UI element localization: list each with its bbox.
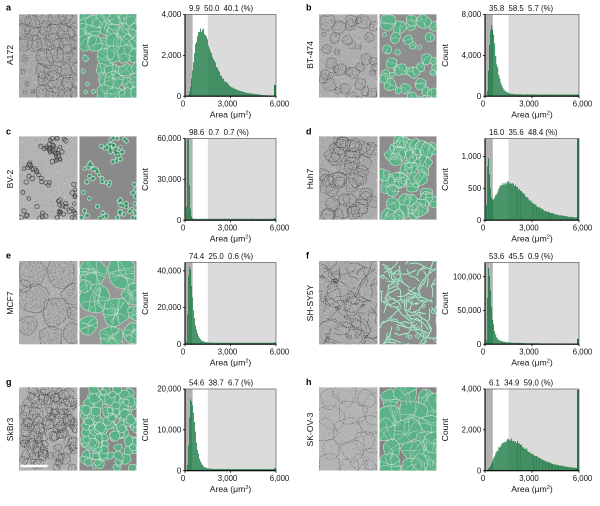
svg-text:0: 0 — [177, 216, 182, 225]
svg-text:d: d — [306, 127, 312, 137]
svg-text:0: 0 — [181, 100, 186, 109]
svg-text:MCF7: MCF7 — [5, 291, 15, 315]
svg-text:0: 0 — [481, 348, 486, 357]
svg-text:74.4 25.0 0.6 (%): 74.4 25.0 0.6 (%) — [189, 252, 254, 261]
svg-text:Area (μm2): Area (μm2) — [210, 484, 252, 494]
svg-text:4,000: 4,000 — [462, 385, 482, 394]
svg-text:3,000: 3,000 — [519, 474, 539, 483]
svg-text:6,000: 6,000 — [573, 474, 593, 483]
svg-text:0: 0 — [481, 224, 486, 233]
svg-text:6,000: 6,000 — [573, 348, 593, 357]
svg-text:10,000: 10,000 — [157, 426, 182, 435]
svg-text:SH-SY5Y: SH-SY5Y — [305, 284, 315, 321]
svg-text:2,000: 2,000 — [162, 51, 182, 60]
svg-text:Area (μm2): Area (μm2) — [210, 110, 252, 120]
svg-text:98.6 0.7 0.7 (%): 98.6 0.7 0.7 (%) — [189, 128, 249, 137]
svg-text:0: 0 — [177, 92, 182, 101]
svg-text:6,000: 6,000 — [270, 348, 290, 357]
svg-text:Count: Count — [140, 418, 150, 442]
svg-text:0: 0 — [181, 474, 186, 483]
svg-text:6,000: 6,000 — [270, 224, 290, 233]
svg-text:SkBr3: SkBr3 — [5, 418, 15, 442]
svg-text:Area (μm2): Area (μm2) — [511, 358, 553, 368]
svg-text:Count: Count — [140, 43, 150, 67]
svg-text:54.6 38.7 6.7 (%): 54.6 38.7 6.7 (%) — [189, 379, 254, 388]
svg-text:50,000: 50,000 — [457, 306, 482, 315]
svg-text:Huh7: Huh7 — [305, 169, 315, 190]
svg-text:c: c — [6, 127, 11, 137]
svg-text:3,000: 3,000 — [519, 348, 539, 357]
svg-text:0: 0 — [481, 474, 486, 483]
svg-text:3,000: 3,000 — [519, 100, 539, 109]
svg-text:A172: A172 — [5, 45, 15, 65]
svg-text:0: 0 — [481, 100, 486, 109]
svg-text:6.1 34.9 59.0 (%): 6.1 34.9 59.0 (%) — [489, 379, 554, 388]
svg-text:b: b — [306, 3, 312, 13]
svg-text:Count: Count — [440, 291, 450, 315]
svg-text:20,000: 20,000 — [157, 385, 182, 394]
svg-text:2,000: 2,000 — [462, 426, 482, 435]
svg-text:0: 0 — [477, 216, 482, 225]
svg-text:20,000: 20,000 — [157, 303, 182, 312]
svg-text:0: 0 — [177, 340, 182, 349]
svg-text:53.6 45.5 0.9 (%): 53.6 45.5 0.9 (%) — [489, 252, 554, 261]
svg-text:Count: Count — [440, 167, 450, 191]
svg-text:4,000: 4,000 — [162, 10, 182, 19]
svg-text:Area (μm2): Area (μm2) — [210, 358, 252, 368]
svg-text:35.8 58.5 5.7 (%): 35.8 58.5 5.7 (%) — [489, 4, 554, 13]
svg-text:BV-2: BV-2 — [5, 169, 15, 188]
svg-text:6,000: 6,000 — [270, 100, 290, 109]
svg-text:Area (μm2): Area (μm2) — [511, 110, 553, 120]
svg-text:3,000: 3,000 — [218, 474, 238, 483]
svg-text:0: 0 — [181, 224, 186, 233]
svg-text:500: 500 — [468, 184, 482, 193]
svg-text:h: h — [306, 377, 312, 387]
svg-text:3,000: 3,000 — [218, 348, 238, 357]
svg-text:Area (μm2): Area (μm2) — [210, 234, 252, 244]
svg-text:Count: Count — [140, 291, 150, 315]
svg-text:100,000: 100,000 — [453, 272, 482, 281]
svg-text:SK-OV-3: SK-OV-3 — [305, 412, 315, 446]
svg-text:0: 0 — [181, 348, 186, 357]
svg-text:9.9 50.0 40.1 (%): 9.9 50.0 40.1 (%) — [189, 4, 254, 13]
svg-text:0: 0 — [477, 340, 482, 349]
svg-text:Count: Count — [440, 418, 450, 442]
svg-text:e: e — [6, 251, 11, 261]
svg-text:1,000: 1,000 — [462, 152, 482, 161]
svg-text:0: 0 — [477, 92, 482, 101]
svg-text:3,000: 3,000 — [519, 224, 539, 233]
svg-text:BT-474: BT-474 — [305, 41, 315, 69]
svg-text:16.0 35.6 48.4 (%): 16.0 35.6 48.4 (%) — [489, 128, 558, 137]
svg-text:Area (μm2): Area (μm2) — [511, 484, 553, 494]
svg-text:Count: Count — [440, 43, 450, 67]
svg-text:8,000: 8,000 — [462, 10, 482, 19]
svg-text:6,000: 6,000 — [573, 224, 593, 233]
svg-text:30,000: 30,000 — [157, 175, 182, 184]
svg-text:3,000: 3,000 — [218, 100, 238, 109]
svg-text:Area (μm2): Area (μm2) — [511, 234, 553, 244]
svg-text:60,000: 60,000 — [157, 134, 182, 143]
svg-text:4,000: 4,000 — [462, 51, 482, 60]
svg-text:a: a — [6, 3, 12, 13]
svg-text:6,000: 6,000 — [573, 100, 593, 109]
svg-text:g: g — [6, 377, 12, 387]
svg-text:40,000: 40,000 — [157, 267, 182, 276]
svg-text:f: f — [306, 251, 310, 261]
svg-text:6,000: 6,000 — [270, 474, 290, 483]
svg-text:3,000: 3,000 — [218, 224, 238, 233]
svg-text:0: 0 — [177, 466, 182, 475]
svg-text:0: 0 — [477, 466, 482, 475]
svg-text:Count: Count — [140, 167, 150, 191]
